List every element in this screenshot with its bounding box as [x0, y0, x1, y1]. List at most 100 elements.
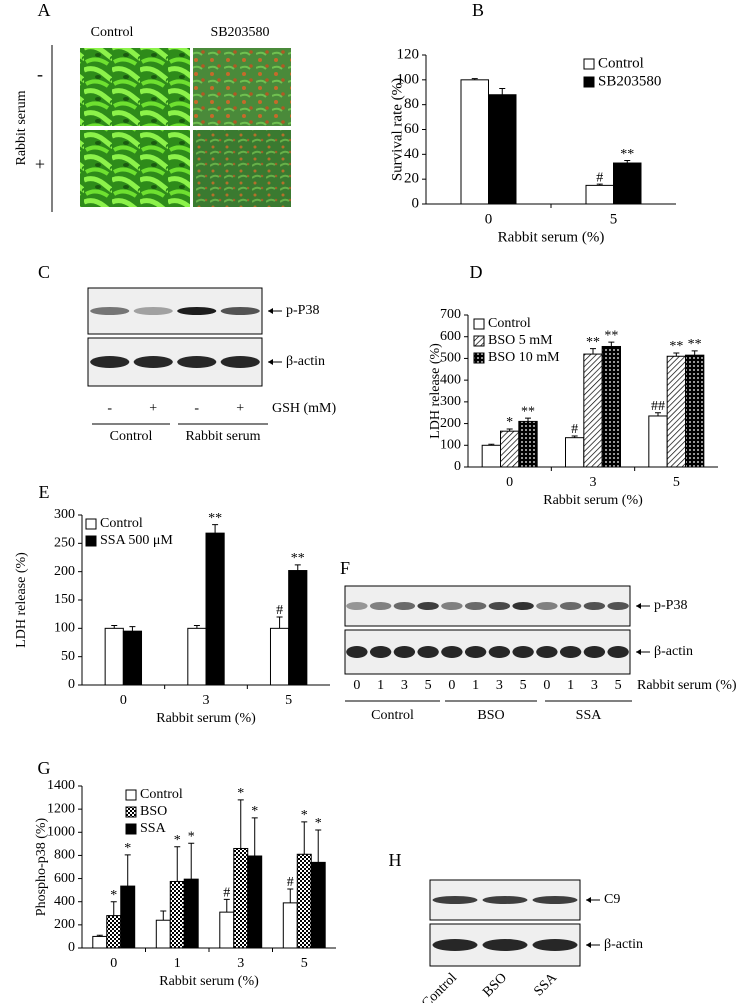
bar	[518, 420, 538, 468]
y-tick-label: 200	[54, 917, 75, 932]
band	[133, 307, 173, 315]
y-axis-label: Phospho-p38 (%)	[34, 817, 49, 916]
bar	[183, 878, 199, 949]
micrograph	[80, 48, 190, 126]
bar	[288, 570, 308, 686]
y-tick-label: 1200	[47, 801, 75, 816]
band	[346, 646, 368, 658]
bar	[269, 627, 290, 686]
lane-label: 1	[472, 678, 479, 693]
error-bar	[188, 842, 195, 880]
group-label: Control	[110, 429, 153, 444]
y-tick-label: 250	[54, 536, 75, 551]
annotation: #	[287, 875, 294, 890]
y-tick-label: 40	[404, 146, 419, 162]
bar	[233, 847, 249, 949]
band	[220, 307, 260, 315]
band	[583, 646, 606, 658]
lane-label: Control	[419, 970, 460, 1003]
error-bar	[691, 350, 698, 356]
y-tick-label: 700	[440, 307, 461, 322]
error-bar	[223, 898, 230, 913]
y-tick-label: 1000	[47, 825, 75, 840]
group-label: BSO	[477, 708, 504, 723]
band	[393, 602, 416, 610]
arrow-head	[268, 359, 273, 365]
x-tick-label: 5	[673, 475, 680, 490]
annotation: **	[620, 147, 634, 162]
lane-label: SSA	[531, 970, 560, 999]
annotation: **	[604, 328, 618, 343]
annotation: *	[315, 816, 322, 831]
group-label: Rabbit serum	[185, 429, 260, 444]
legend-swatch	[583, 76, 595, 88]
bar	[585, 184, 614, 205]
x-tick-label: 1	[174, 956, 181, 971]
bar	[481, 444, 501, 468]
annotation: *	[237, 786, 244, 801]
annotation: #	[223, 886, 230, 901]
micrograph	[80, 130, 190, 207]
y-tick-label: 500	[440, 351, 461, 366]
band	[90, 356, 130, 368]
y-tick-label: 600	[54, 871, 75, 886]
error-bar	[193, 625, 200, 629]
annotation: #	[596, 170, 603, 185]
annotation: **	[291, 551, 305, 566]
band	[417, 602, 439, 610]
lane-label: 0	[353, 678, 360, 693]
band	[133, 356, 173, 368]
bar	[122, 630, 143, 686]
lane-unit: GSH (mM)	[272, 401, 337, 416]
x-axis-label: Rabbit serum (%)	[498, 229, 605, 245]
lane-label: 3	[591, 678, 598, 693]
band	[607, 602, 629, 610]
error-bar	[237, 799, 244, 849]
y-tick-label: 100	[397, 71, 420, 87]
band-label: β-actin	[654, 644, 693, 659]
legend-label: Control	[488, 316, 531, 331]
y-tick-label: 20	[404, 171, 419, 187]
annotation: **	[208, 511, 222, 526]
y-axis-label: LDH release (%)	[428, 343, 443, 439]
y-tick-label: 50	[61, 649, 75, 664]
band	[488, 602, 511, 610]
band	[464, 646, 487, 658]
arrow-head	[268, 308, 273, 314]
x-axis-label: Rabbit serum (%)	[156, 711, 256, 726]
y-tick-label: 60	[404, 121, 419, 137]
band	[488, 646, 511, 658]
annotation: *	[301, 808, 308, 823]
error-bar	[608, 341, 615, 347]
x-tick-label: 0	[506, 475, 513, 490]
y-tick-label: 800	[54, 848, 75, 863]
panel-label: A	[38, 0, 51, 20]
panel-label: H	[389, 850, 402, 870]
micrograph	[193, 48, 291, 126]
legend-label: SSA 500 μM	[100, 533, 173, 548]
error-bar	[590, 348, 596, 355]
panel-label: E	[39, 482, 50, 502]
panel-label: B	[472, 0, 484, 20]
x-tick-label: 0	[120, 693, 127, 708]
legend-label: BSO	[140, 804, 167, 819]
panel-label: C	[38, 262, 50, 282]
band-label: p-P38	[286, 303, 319, 318]
legend-label: BSO 10 mM	[488, 350, 560, 365]
annotation: *	[110, 888, 117, 903]
band	[536, 646, 558, 658]
annotation: *	[174, 833, 181, 848]
legend-label: SB203580	[598, 73, 661, 89]
legend-label: Control	[598, 55, 644, 71]
x-tick-label: 5	[301, 956, 308, 971]
error-bar	[129, 626, 136, 632]
band	[441, 646, 463, 658]
y-tick-label: 600	[440, 329, 461, 344]
lane-label: 5	[425, 678, 432, 693]
y-tick-label: 1400	[47, 778, 75, 793]
axis-label: Rabbit serum	[14, 90, 29, 165]
x-tick-label: 5	[285, 693, 292, 708]
bar	[219, 911, 235, 949]
band	[441, 602, 463, 610]
